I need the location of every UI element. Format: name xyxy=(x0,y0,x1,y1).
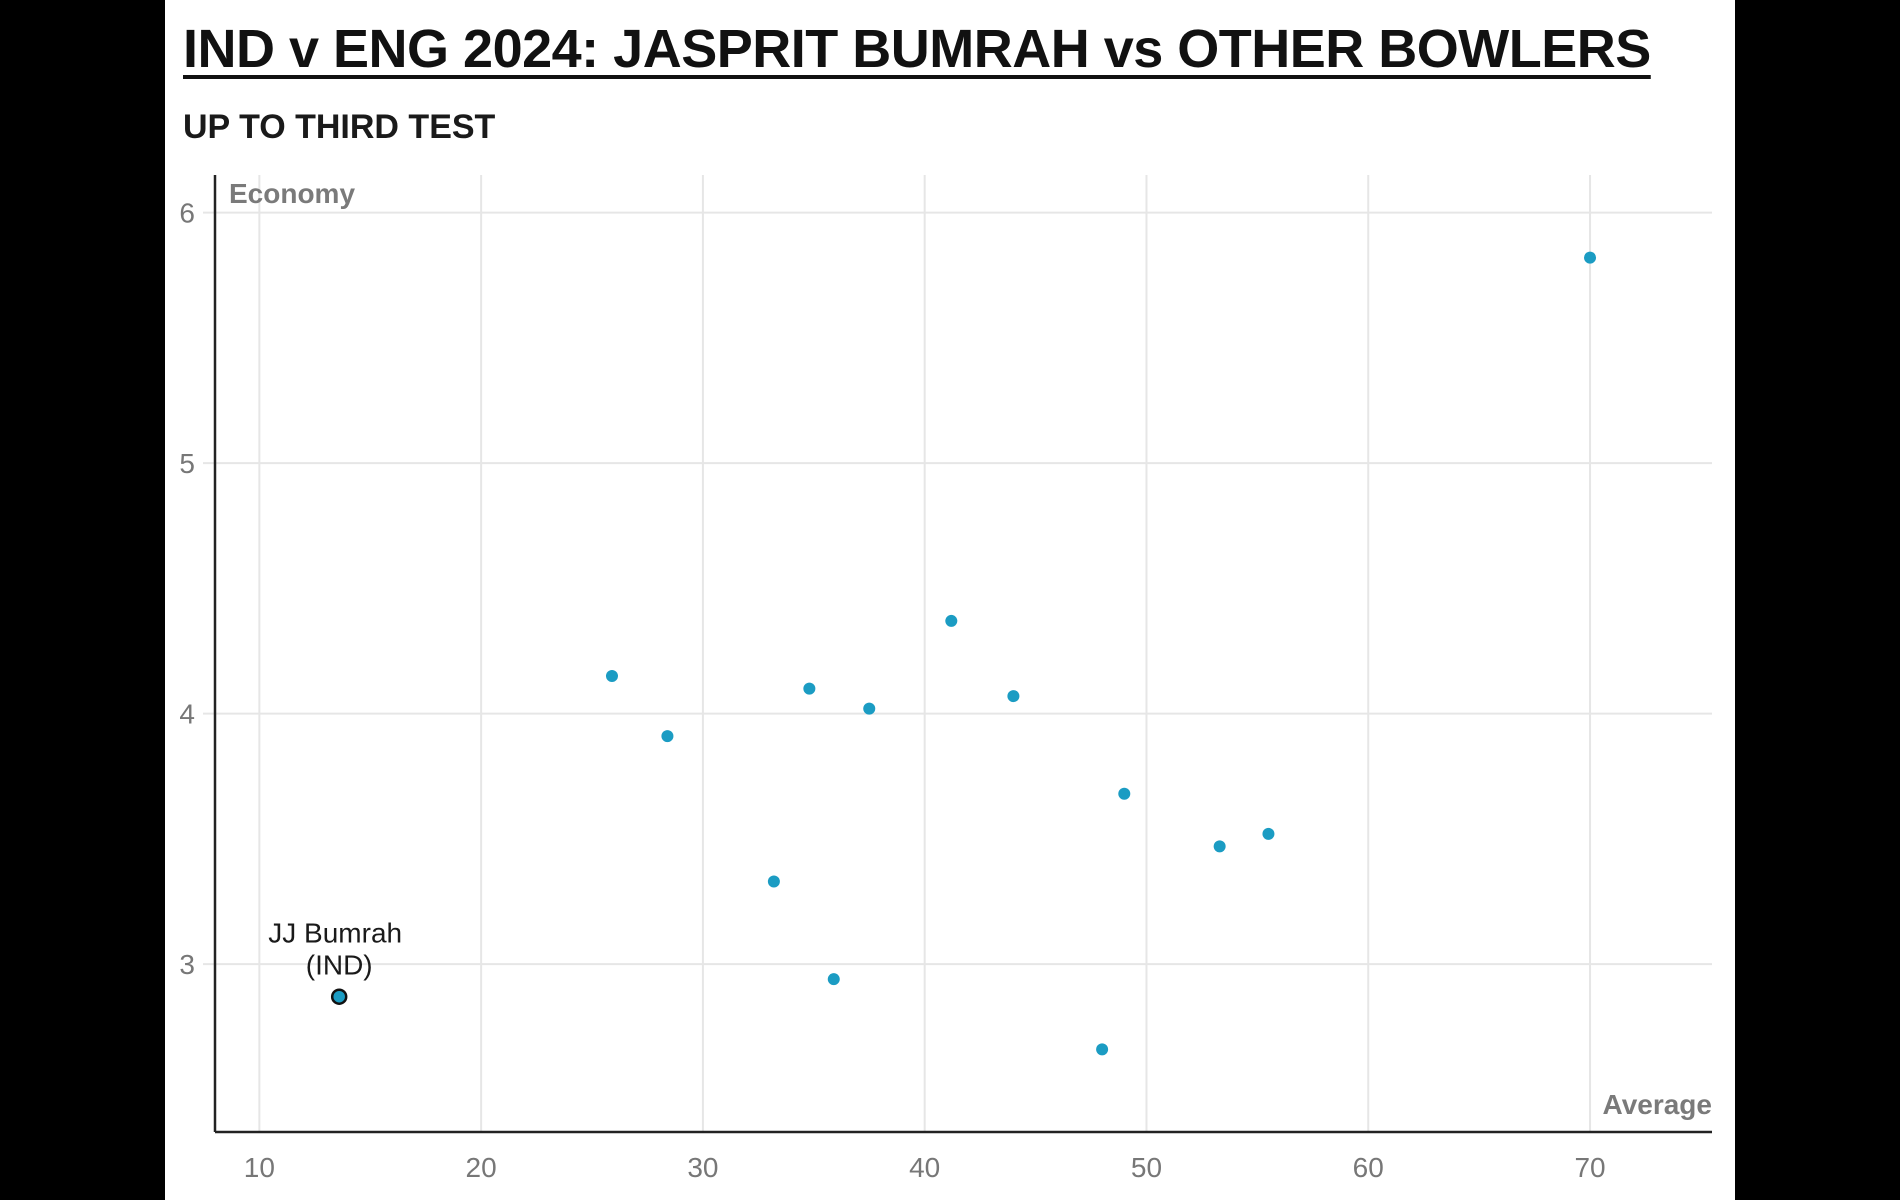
x-axis-title: Average xyxy=(1603,1089,1712,1120)
data-point xyxy=(803,682,816,695)
data-point xyxy=(1118,787,1131,800)
data-point xyxy=(1213,840,1226,853)
data-point xyxy=(1262,827,1275,840)
data-points xyxy=(330,251,1597,1056)
chart-subtitle: UP TO THIRD TEST xyxy=(183,108,496,146)
scatter-plot: 10 20 30 40 50 60 70 3 4 5 6 Economy Average JJ Bu… xyxy=(179,175,1712,1183)
point-labels: JJ Bumrah(IND) xyxy=(268,918,402,981)
data-point xyxy=(945,614,958,627)
x-tick-label: 20 xyxy=(466,1152,497,1183)
point-label-name: JJ Bumrah xyxy=(268,918,402,949)
data-point xyxy=(661,730,674,743)
x-tick-label: 40 xyxy=(909,1152,940,1183)
axes xyxy=(213,175,1712,1134)
chart-title: IND v ENG 2024: JASPRIT BUMRAH vs OTHER … xyxy=(183,19,1651,79)
y-tick-label: 6 xyxy=(179,198,195,229)
y-tick-label: 4 xyxy=(179,699,195,730)
data-point xyxy=(827,973,840,986)
point-label-team: (IND) xyxy=(306,950,373,981)
data-point xyxy=(767,875,780,888)
data-point xyxy=(1096,1043,1109,1056)
gridlines xyxy=(203,175,1712,1132)
data-point xyxy=(1007,690,1020,703)
y-axis-title: Economy xyxy=(229,178,355,209)
y-tick-label: 5 xyxy=(179,448,195,479)
x-tick-label: 60 xyxy=(1353,1152,1384,1183)
data-point xyxy=(863,702,876,715)
x-tick-label: 30 xyxy=(687,1152,718,1183)
data-point xyxy=(1584,251,1597,264)
chart-panel: IND v ENG 2024: JASPRIT BUMRAH vs OTHER … xyxy=(165,0,1735,1200)
x-tick-label: 70 xyxy=(1574,1152,1605,1183)
tick-labels: 10 20 30 40 50 60 70 3 4 5 6 xyxy=(179,198,1605,1183)
x-tick-label: 10 xyxy=(244,1152,275,1183)
x-tick-label: 50 xyxy=(1131,1152,1162,1183)
data-point xyxy=(605,670,618,683)
y-tick-label: 3 xyxy=(179,949,195,980)
highlight-point xyxy=(330,988,348,1005)
